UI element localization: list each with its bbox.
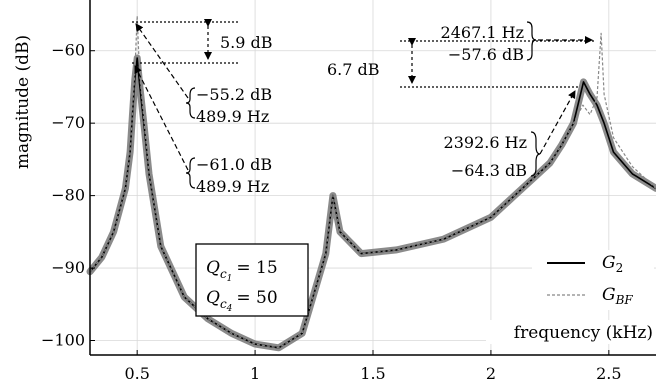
legend-label-gbf: GBF <box>602 285 633 307</box>
peak-bf-right-hz: 2467.1 Hz <box>441 23 524 42</box>
y-tick-label: −100 <box>41 331 85 350</box>
left-diff-annotation: 5.9 dB <box>132 19 273 64</box>
peak-g2-left-db: −61.0 dB <box>196 155 272 174</box>
x-tick-label: 1 <box>250 364 260 383</box>
x-axis-title: frequency (kHz) <box>514 323 653 343</box>
peak-g2-left-hz: 489.9 Hz <box>196 177 269 196</box>
peak-bf-left-hz: 489.9 Hz <box>196 107 269 126</box>
q-parameter-box: Qc1= 15 Qc4= 50 <box>195 243 309 317</box>
y-tick-label: −90 <box>51 258 85 277</box>
legend-label-g2: G2 <box>602 253 623 275</box>
series-layer <box>86 15 656 352</box>
q-c1-label: Qc1= 15 <box>206 258 278 284</box>
axis-ticks: 0.5 1 1.5 2 2.5 −60 −70 −80 −90 −100 <box>41 41 622 383</box>
y-axis-title: magnitude (dB) <box>13 35 33 169</box>
left-peak-annotations: −55.2 dB 489.9 Hz −61.0 dB 489.9 Hz <box>134 23 272 196</box>
peak-bf-left-db: −55.2 dB <box>196 85 272 104</box>
y-tick-label: −80 <box>51 186 85 205</box>
right-peak-annotations: 2467.1 Hz −57.6 dB 2392.6 Hz −64.3 dB <box>441 21 593 180</box>
peak-g2-right-db: −64.3 dB <box>451 161 527 180</box>
y-tick-label: −60 <box>51 41 85 60</box>
x-tick-label: 2.5 <box>596 364 621 383</box>
series-gbf-line <box>89 15 656 349</box>
right-diff-annotation: 6.7 dB <box>327 38 594 88</box>
y-tick-label: −70 <box>51 113 85 132</box>
x-tick-label: 1.5 <box>360 364 385 383</box>
diff-right-label: 6.7 dB <box>327 60 380 79</box>
q-c4-label: Qc4= 50 <box>206 288 278 314</box>
peak-g2-right-hz: 2392.6 Hz <box>444 133 527 152</box>
legend: G2 GBF <box>532 250 654 310</box>
x-tick-label: 2 <box>486 364 496 383</box>
x-tick-label: 0.5 <box>124 364 149 383</box>
diff-left-label: 5.9 dB <box>220 33 273 52</box>
peak-bf-right-db: −57.6 dB <box>448 45 524 64</box>
